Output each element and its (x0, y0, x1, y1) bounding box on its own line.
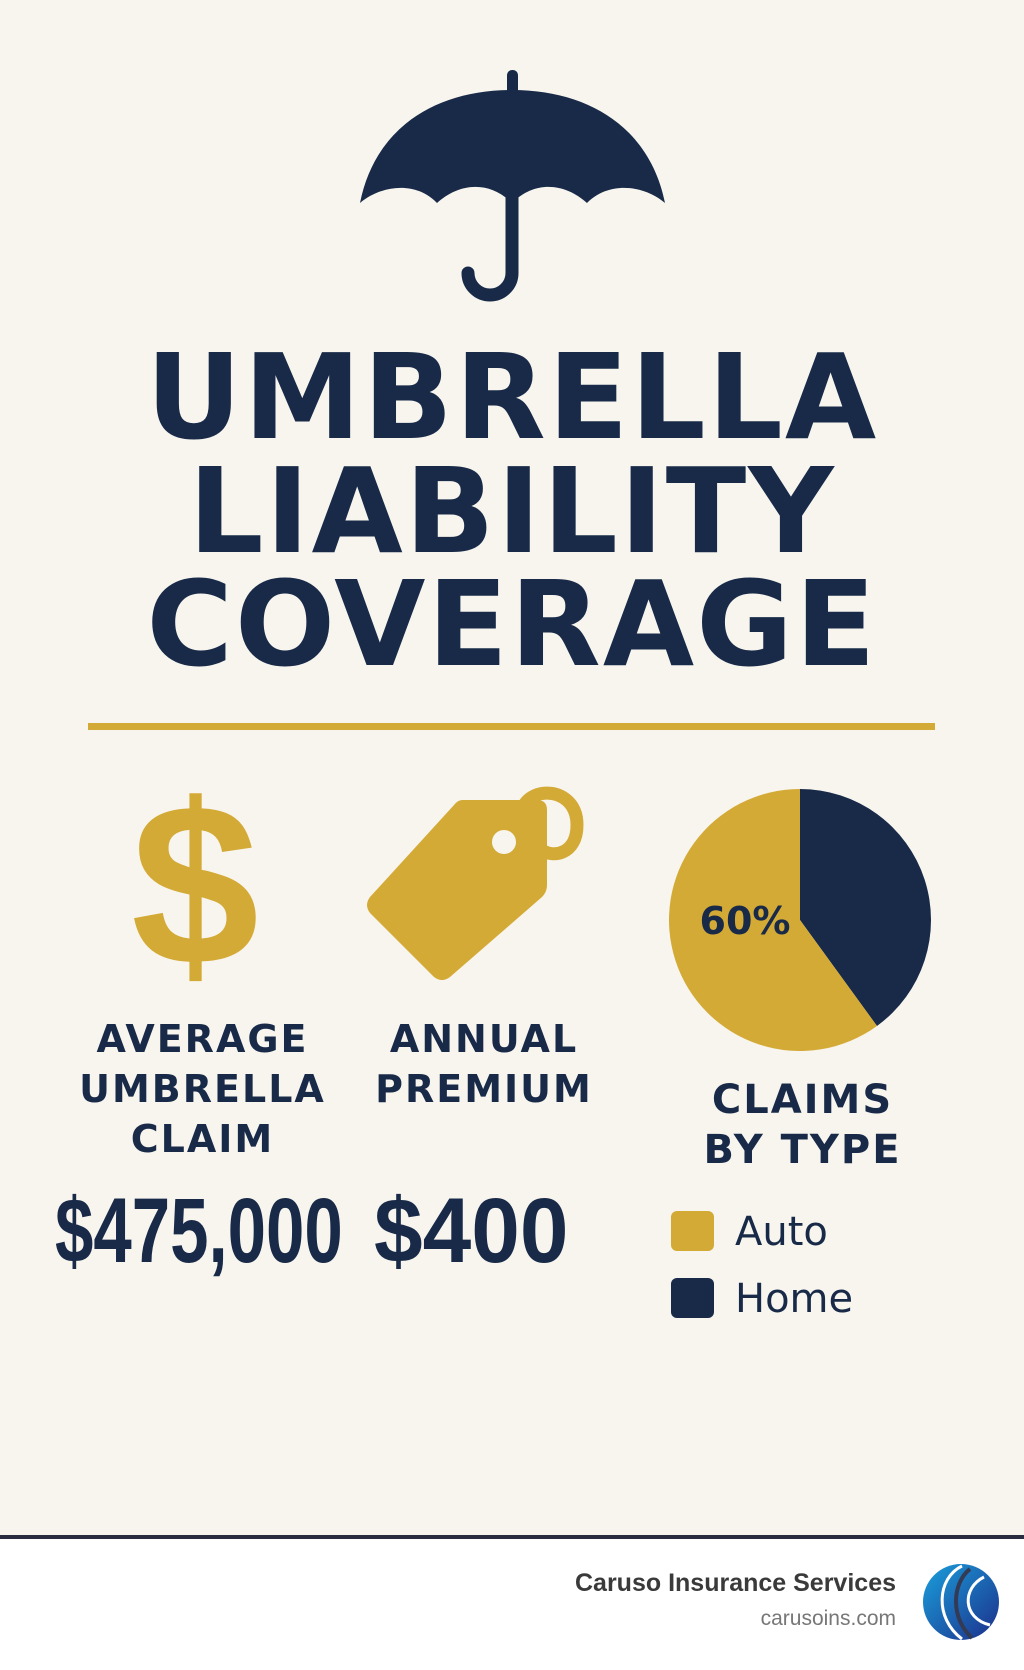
umbrella-icon (360, 70, 665, 302)
title-line-1: UMBRELLA (145, 328, 879, 466)
legend-swatch-auto (671, 1211, 714, 1251)
claims-pie-chart: 60% (668, 789, 931, 1051)
website-link[interactable]: carusoins.com (760, 1607, 896, 1630)
gold-divider (88, 723, 935, 730)
legend-label-auto: Auto (735, 1209, 828, 1255)
stat-label-annual-premium: ANNUAL PREMIUM (350, 1014, 618, 1114)
pie-slice-home (800, 789, 931, 1026)
dollar-sign-icon: $ (131, 756, 259, 1013)
footer: Caruso Insurance Services carusoins.com (0, 1535, 1024, 1670)
stat-value-average-claim: $475,000 (55, 1180, 343, 1282)
label-line: AVERAGE (96, 1017, 309, 1061)
company-logo (923, 1564, 999, 1641)
pie-title-line: BY TYPE (703, 1127, 902, 1173)
stat-value-annual-premium: $400 (374, 1180, 569, 1282)
price-tag-icon (367, 786, 584, 980)
legend-swatch-home (671, 1278, 714, 1318)
company-name: Caruso Insurance Services (575, 1569, 896, 1597)
title-line-3: COVERAGE (146, 555, 878, 693)
pie-slice-auto (668, 789, 877, 1051)
legend-label-home: Home (735, 1276, 854, 1322)
title-line-2: LIABILITY (188, 442, 836, 580)
stat-label-average-claim: AVERAGE UMBRELLA CLAIM (60, 1014, 345, 1164)
pie-title-line: CLAIMS (711, 1077, 894, 1123)
pie-label-auto: 60% (700, 899, 791, 943)
label-line: CLAIM (130, 1117, 275, 1161)
label-line: PREMIUM (375, 1067, 593, 1111)
label-line: UMBRELLA (79, 1067, 326, 1111)
label-line: ANNUAL (389, 1017, 579, 1061)
pie-title: CLAIMS BY TYPE (670, 1075, 935, 1175)
